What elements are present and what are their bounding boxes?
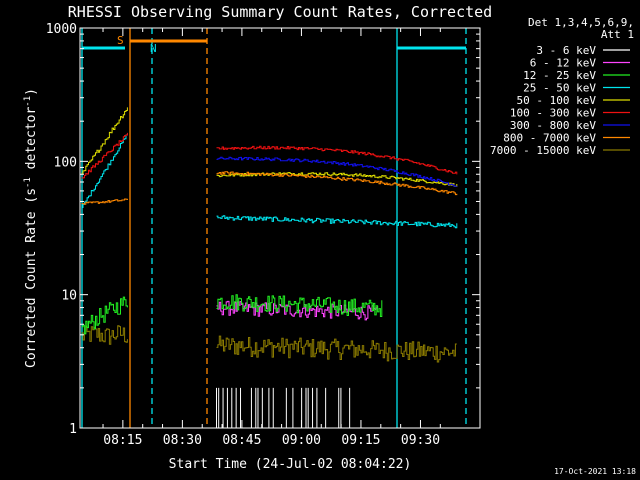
y-tick-label: 10 bbox=[61, 289, 77, 304]
x-tick-label: 08:15 bbox=[103, 433, 142, 448]
series-7-segment-0 bbox=[81, 198, 128, 205]
legend-label-4: 50 - 100 keV bbox=[517, 94, 597, 107]
series-8-segment-0 bbox=[81, 325, 128, 345]
series-6 bbox=[216, 156, 458, 187]
series-7 bbox=[81, 171, 458, 205]
x-axis-label: Start Time (24-Jul-02 08:04:22) bbox=[169, 457, 412, 472]
legend-label-1: 6 - 12 keV bbox=[530, 57, 597, 70]
y-tick-label: 1000 bbox=[46, 22, 77, 37]
timestamp: 17-Oct-2021 13:18 bbox=[554, 467, 636, 476]
series-4-segment-0 bbox=[81, 107, 128, 174]
series-3 bbox=[81, 134, 458, 229]
series-2-segment-0 bbox=[81, 296, 128, 335]
legend-label-6: 300 - 800 keV bbox=[510, 119, 596, 132]
legend-label-7: 800 - 7000 keV bbox=[503, 132, 596, 145]
legend-label-0: 3 - 6 keV bbox=[536, 44, 596, 57]
series-5-segment-0 bbox=[81, 132, 128, 179]
annotation-n: N bbox=[150, 42, 157, 55]
series-3-segment-0 bbox=[81, 134, 128, 208]
legend-label-2: 12 - 25 keV bbox=[523, 69, 596, 82]
plot-frame bbox=[79, 27, 481, 429]
legend-label-3: 25 - 50 keV bbox=[523, 82, 596, 95]
annotation-s: S bbox=[117, 34, 124, 47]
y-tick-label: 100 bbox=[54, 155, 77, 170]
series-5-segment-1 bbox=[216, 145, 458, 175]
x-tick-label: 09:15 bbox=[341, 433, 380, 448]
series-4-segment-1 bbox=[216, 172, 458, 187]
series-3-segment-1 bbox=[216, 215, 458, 229]
y-axis-label: Corrected Count Rate (s-1 detector-1) bbox=[23, 88, 39, 368]
x-tick-label: 08:30 bbox=[163, 433, 202, 448]
x-tick-label: 09:00 bbox=[282, 433, 321, 448]
series-7-segment-1 bbox=[216, 171, 458, 196]
plot-area: SN bbox=[81, 28, 467, 428]
legend-label-8: 7000 - 15000 keV bbox=[490, 144, 596, 157]
legend-header-detectors: Det 1,3,4,5,6,9, bbox=[528, 16, 634, 29]
series-0 bbox=[216, 387, 351, 428]
x-tick-label: 09:30 bbox=[401, 433, 440, 448]
series-5 bbox=[81, 132, 458, 179]
legend-label-5: 100 - 300 keV bbox=[510, 107, 596, 120]
series-8-segment-1 bbox=[216, 335, 457, 363]
y-tick-label: 1 bbox=[69, 422, 77, 437]
x-tick-label: 08:45 bbox=[222, 433, 261, 448]
series-2-segment-1 bbox=[216, 294, 383, 317]
series-6-segment-0 bbox=[216, 156, 458, 187]
chart-title: RHESSI Observing Summary Count Rates, Co… bbox=[68, 3, 492, 21]
series-2 bbox=[81, 294, 383, 335]
axes: 1 10 100 1000 08:15 08:30 08:45 09:00 09:15 09:30 bbox=[46, 22, 481, 448]
series-8 bbox=[81, 325, 457, 363]
legend-header-attenuator: Att 1 bbox=[601, 28, 634, 41]
